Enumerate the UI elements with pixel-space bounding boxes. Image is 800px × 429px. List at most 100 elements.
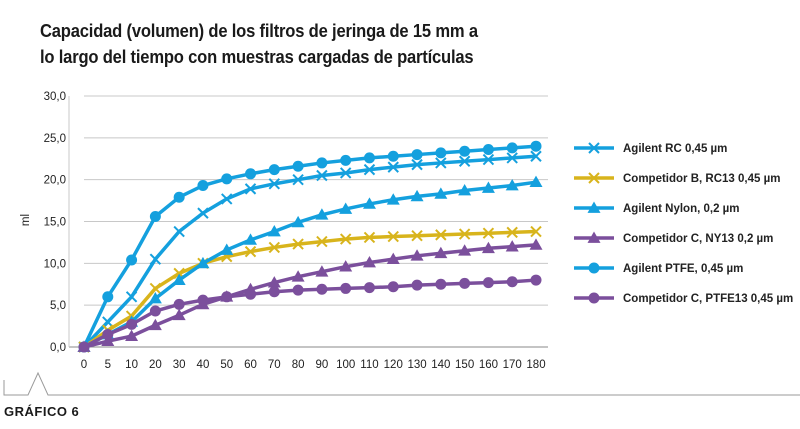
data-point-s0-9 [292, 173, 304, 186]
data-point-s1-11 [339, 233, 352, 245]
legend-swatch-marker [588, 142, 600, 154]
data-point-s3-15 [434, 246, 448, 259]
data-point-s5-19 [530, 274, 542, 286]
data-point-s3-4 [172, 308, 186, 321]
data-point-s4-8 [268, 164, 280, 176]
x-tick-label: 60 [244, 359, 257, 371]
data-point-s2-4 [172, 273, 186, 285]
data-point-s5-16 [459, 277, 471, 289]
legend-item-0: Agilent RC 0,45 µm [574, 142, 727, 155]
data-point-s1-12 [363, 231, 376, 244]
legend-label: Agilent PTFE, 0,45 µm [623, 263, 743, 275]
chart-legend: Agilent RC 0,45 µm Competidor B, RC13 0,4… [574, 142, 793, 305]
data-point-s0-18-stroke-b [506, 152, 518, 164]
data-point-s4-15 [435, 147, 447, 159]
data-point-s1-16 [458, 228, 471, 240]
data-point-s5-5 [197, 294, 209, 306]
data-point-s1-3 [149, 282, 162, 295]
data-point-s2-17 [481, 181, 495, 193]
data-point-s5-2 [126, 318, 138, 330]
legend-item-2: Agilent Nylon, 0,2 µm [574, 201, 740, 215]
series-3 [77, 238, 543, 352]
data-point-s5-0 [78, 341, 90, 353]
data-point-s1-8 [268, 241, 281, 254]
legend-swatch-marker [588, 172, 600, 184]
data-point-s2-8 [267, 225, 281, 237]
x-tick-label: 40 [197, 359, 210, 371]
data-point-s0-14 [411, 158, 423, 171]
data-point-s0-19 [530, 150, 542, 162]
data-point-s5-14 [411, 279, 423, 291]
data-point-s0-15-stroke-b [435, 157, 447, 169]
series-line-1 [82, 229, 537, 349]
series-4 [78, 140, 542, 353]
legend-item-1: Competidor B, RC13 0,45 µm [574, 172, 780, 185]
legend-swatch-marker-stroke-b [588, 142, 600, 154]
figure-frame [3, 371, 800, 396]
data-point-s0-10 [316, 169, 328, 182]
legend-label: Competidor C, PTFE13 0,45 µm [623, 293, 793, 305]
data-point-s5-4 [173, 298, 185, 310]
data-point-s5-6 [221, 291, 233, 303]
series-line-3 [83, 243, 537, 349]
x-tick-label: 50 [220, 359, 233, 371]
chart-title: Capacidad (volumen) de los filtros de je… [40, 18, 518, 70]
data-point-s0-17-stroke-b [482, 153, 495, 166]
data-point-s0-8 [268, 178, 281, 190]
data-point-s1-13-stroke-b [387, 230, 399, 243]
data-point-s0-15 [435, 157, 447, 169]
data-point-s1-10 [316, 235, 328, 248]
data-point-s4-1 [102, 291, 114, 303]
data-point-s5-10 [316, 283, 328, 295]
data-point-s0-5 [197, 207, 209, 219]
data-point-s3-12 [362, 255, 376, 268]
legend-swatch-marker [587, 201, 601, 213]
x-tick-label: 20 [149, 359, 162, 371]
data-point-s3-10 [315, 265, 329, 277]
data-point-s4-6 [221, 173, 233, 185]
data-point-s1-15 [435, 229, 447, 241]
data-point-s1-18 [506, 226, 518, 239]
data-point-s0-7 [244, 183, 257, 195]
data-point-s4-9 [292, 160, 304, 172]
data-point-s5-13 [387, 281, 399, 293]
chart-title-line-1: Capacidad (volumen) de los filtros de je… [40, 21, 478, 41]
data-point-s0-1 [102, 316, 114, 328]
data-point-s2-15 [434, 187, 448, 199]
y-tick-label: 15,0 [44, 217, 66, 229]
data-point-s3-18 [505, 240, 519, 252]
data-point-s2-11 [339, 202, 353, 214]
data-point-s0-19-stroke-b [530, 150, 542, 162]
legend-item-3: Competidor C, NY13 0,2 µm [574, 231, 773, 245]
data-point-s0-3 [149, 253, 162, 265]
legend-swatch-marker [588, 262, 600, 274]
data-point-s1-17-stroke-b [482, 227, 495, 239]
data-point-s5-7 [245, 288, 257, 300]
data-point-s0-8-stroke-b [268, 178, 281, 190]
data-point-s3-11 [339, 260, 353, 272]
data-point-s1-18-stroke-b [506, 226, 518, 239]
data-point-s3-2 [125, 329, 139, 341]
data-point-s0-11-stroke-b [339, 167, 352, 179]
data-point-s4-18 [506, 142, 518, 154]
data-point-s0-18 [506, 152, 518, 164]
data-point-s1-15-stroke-b [435, 229, 447, 241]
y-tick-label: 25,0 [44, 133, 66, 145]
x-tick-label: 0 [81, 359, 87, 371]
data-point-s5-8 [268, 286, 280, 298]
series-1 [78, 225, 542, 353]
data-point-s0-12-stroke-b [363, 163, 376, 176]
data-point-s0-13 [387, 161, 399, 173]
data-point-s2-7 [244, 233, 258, 245]
data-point-s4-5 [197, 180, 209, 192]
data-point-s3-1 [101, 334, 115, 347]
y-axis-label: ml [20, 214, 32, 226]
data-point-s1-10-stroke-b [316, 235, 328, 248]
y-tick-label: 0,0 [50, 342, 66, 354]
legend-label: Competidor B, RC13 0,45 µm [623, 173, 780, 185]
data-point-s1-12-stroke-b [363, 231, 376, 244]
x-tick-label: 5 [105, 359, 111, 371]
x-tick-label: 180 [526, 359, 545, 371]
data-point-s4-12 [363, 152, 375, 164]
